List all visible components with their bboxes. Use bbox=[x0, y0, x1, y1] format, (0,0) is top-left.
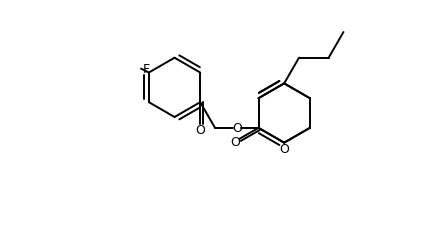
Text: O: O bbox=[195, 124, 205, 137]
Text: O: O bbox=[279, 143, 289, 155]
Text: F: F bbox=[143, 63, 149, 76]
Text: O: O bbox=[230, 135, 240, 148]
Text: O: O bbox=[232, 122, 242, 135]
